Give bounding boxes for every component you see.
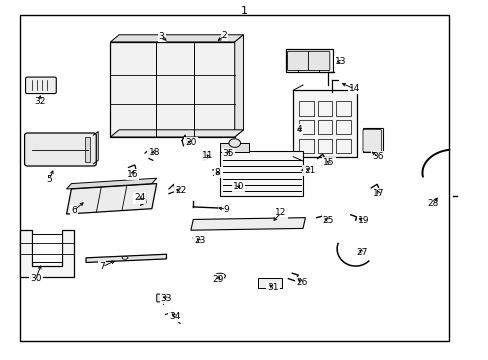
Text: 22: 22 [175, 185, 186, 194]
Text: 23: 23 [194, 237, 205, 246]
Bar [293, 90, 356, 157]
Polygon shape [110, 130, 243, 137]
Text: 28: 28 [427, 199, 438, 208]
Text: 33: 33 [161, 294, 172, 303]
Text: 13: 13 [335, 57, 346, 66]
Polygon shape [66, 178, 157, 189]
Text: 27: 27 [356, 248, 367, 257]
Bar [258, 278, 281, 288]
FancyBboxPatch shape [362, 130, 381, 152]
Polygon shape [190, 218, 305, 230]
Text: 15: 15 [323, 158, 334, 167]
Bar [299, 120, 313, 134]
Text: 10: 10 [232, 182, 244, 191]
Text: 8: 8 [214, 168, 220, 177]
Text: 35: 35 [222, 149, 234, 158]
Text: 21: 21 [304, 166, 315, 175]
Text: 20: 20 [185, 138, 196, 147]
Ellipse shape [122, 256, 128, 259]
Bar [84, 137, 90, 162]
Bar [317, 102, 331, 116]
Bar [20, 15, 448, 341]
Text: 34: 34 [169, 312, 181, 321]
Ellipse shape [214, 273, 225, 279]
Bar [299, 139, 313, 153]
Text: 1: 1 [241, 6, 247, 17]
FancyBboxPatch shape [287, 51, 308, 71]
Bar [286, 49, 332, 72]
Text: 30: 30 [30, 274, 41, 283]
Bar [110, 42, 234, 137]
Bar [299, 102, 313, 116]
Text: 2: 2 [221, 31, 227, 40]
Text: 12: 12 [275, 208, 286, 217]
Bar [317, 120, 331, 134]
FancyBboxPatch shape [157, 294, 169, 302]
Text: 31: 31 [266, 283, 278, 292]
FancyBboxPatch shape [25, 77, 56, 94]
Text: 36: 36 [371, 152, 383, 161]
Bar [362, 128, 382, 152]
Text: 26: 26 [296, 278, 307, 287]
Text: 5: 5 [46, 175, 52, 184]
Text: 18: 18 [148, 148, 160, 157]
FancyBboxPatch shape [308, 51, 329, 71]
Text: 4: 4 [296, 125, 301, 134]
Text: 9: 9 [223, 205, 229, 214]
Text: 19: 19 [358, 216, 369, 225]
Circle shape [228, 139, 240, 147]
Text: 11: 11 [202, 152, 213, 161]
Text: 6: 6 [71, 206, 77, 215]
Bar [335, 139, 350, 153]
Polygon shape [110, 35, 243, 42]
Text: 14: 14 [348, 84, 360, 93]
Polygon shape [32, 234, 61, 262]
Text: 3: 3 [159, 32, 164, 41]
Polygon shape [234, 35, 243, 137]
Polygon shape [86, 254, 166, 262]
Bar [317, 139, 331, 153]
Text: 24: 24 [134, 193, 145, 202]
Bar [220, 143, 249, 152]
Bar [220, 151, 303, 196]
Polygon shape [20, 230, 74, 277]
Bar [335, 102, 350, 116]
Text: 16: 16 [126, 170, 138, 179]
Text: 17: 17 [372, 189, 384, 198]
Text: 25: 25 [322, 216, 333, 225]
Text: 7: 7 [99, 262, 105, 271]
Bar [335, 120, 350, 134]
Text: 32: 32 [34, 96, 45, 105]
Polygon shape [66, 184, 157, 214]
FancyBboxPatch shape [24, 133, 96, 166]
Text: 29: 29 [212, 275, 223, 284]
